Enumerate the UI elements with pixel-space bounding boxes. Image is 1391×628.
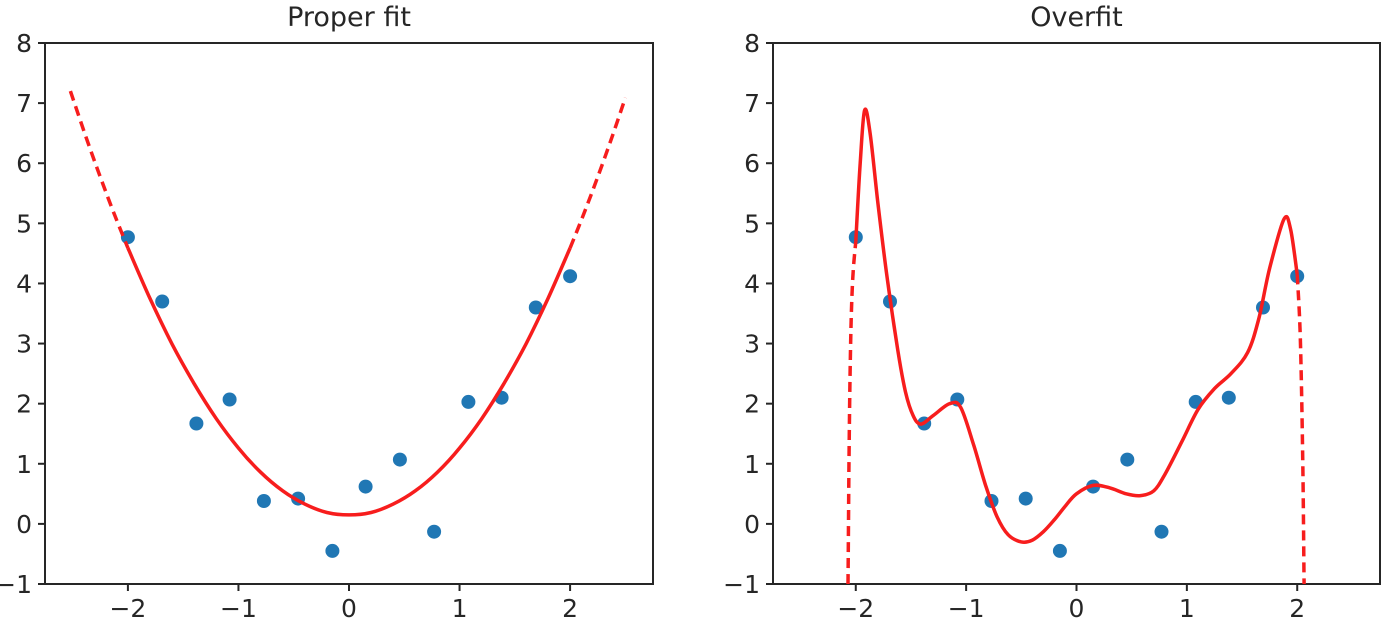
y-tick-label: 2 xyxy=(744,390,760,419)
right-plot-title: Overfit xyxy=(1030,2,1123,33)
axes-spines xyxy=(44,42,654,585)
x-tick-label: 2 xyxy=(1289,594,1305,623)
data-point xyxy=(392,452,407,467)
y-tick-label: 2 xyxy=(16,390,32,419)
y-tick-label: 4 xyxy=(16,269,32,298)
curve-segment-dashed xyxy=(1295,274,1306,584)
y-tick-label: 0 xyxy=(744,510,760,539)
scatter-series xyxy=(120,230,578,558)
data-point xyxy=(120,230,135,245)
data-point xyxy=(1221,390,1236,405)
data-point xyxy=(222,392,237,407)
data-point xyxy=(461,394,476,409)
x-tick-label: −2 xyxy=(837,594,874,623)
y-tick-label: −1 xyxy=(723,570,760,599)
data-point xyxy=(358,479,373,494)
proper-fit-plot: −2 −1 0 1 2 −1 0 1 2 3 4 5 6 7 8 xyxy=(0,29,654,623)
left-plot-title: Proper fit xyxy=(287,2,411,33)
x-tick-label: −1 xyxy=(948,594,985,623)
data-point xyxy=(528,300,543,315)
fit-curve xyxy=(846,107,1306,584)
y-tick-label: 6 xyxy=(744,149,760,178)
curve-segment-dashed xyxy=(68,90,130,249)
y-tick-label: 0 xyxy=(16,510,32,539)
data-point xyxy=(1052,543,1067,558)
data-point xyxy=(563,269,578,284)
data-point xyxy=(155,294,170,309)
x-tick-label: 1 xyxy=(452,594,468,623)
x-tick-label: 1 xyxy=(1179,594,1195,623)
data-point xyxy=(325,543,340,558)
x-tick-label: −2 xyxy=(109,594,146,623)
x-tick-label: 0 xyxy=(341,594,357,623)
curve-segment-solid xyxy=(126,247,572,517)
y-tick-label: 7 xyxy=(744,89,760,118)
y-tick-label: −1 xyxy=(0,570,32,599)
data-point xyxy=(1154,524,1169,539)
y-tick-label: 1 xyxy=(16,450,32,479)
y-tick-label: 4 xyxy=(744,269,760,298)
x-tick-label: 2 xyxy=(562,594,578,623)
y-tick-label: 5 xyxy=(744,209,760,238)
y-tick-label: 3 xyxy=(16,330,32,359)
data-point xyxy=(427,524,442,539)
y-tick-label: 8 xyxy=(16,29,32,58)
y-tick-label: 1 xyxy=(744,450,760,479)
curve-segment-dashed xyxy=(846,241,858,584)
curve-segment-solid xyxy=(854,107,1299,544)
y-tick-label: 6 xyxy=(16,149,32,178)
y-tick-label: 5 xyxy=(16,209,32,238)
y-tick-label: 3 xyxy=(744,330,760,359)
y-tick-label: 8 xyxy=(744,29,760,58)
y-tick-label: 7 xyxy=(16,89,32,118)
curve-segment-dashed xyxy=(568,97,628,249)
fit-curve xyxy=(68,90,628,517)
overfit-plot: −2 −1 0 1 2 −1 0 1 2 3 4 5 6 7 8 xyxy=(723,29,1381,623)
scatter-series xyxy=(848,230,1305,558)
data-point xyxy=(189,416,204,431)
data-point xyxy=(1120,452,1135,467)
data-point xyxy=(1018,491,1033,506)
x-tick-label: −1 xyxy=(220,594,257,623)
x-tick-label: 0 xyxy=(1069,594,1085,623)
data-point xyxy=(256,494,271,508)
